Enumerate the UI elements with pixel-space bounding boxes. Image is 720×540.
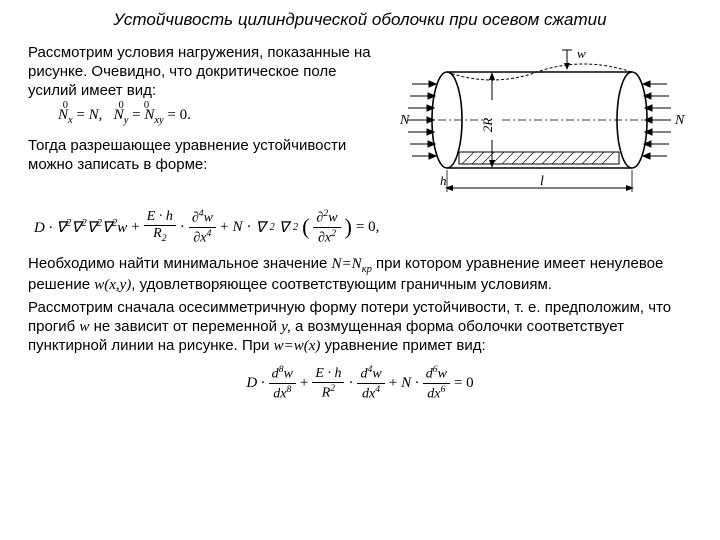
equation-1: Nx0 = N, Ny0 = Nxy0 = 0. xyxy=(58,106,378,127)
para-4: Рассмотрим сначала осесимметричную форму… xyxy=(28,299,692,355)
shell-diagram: 2R w l h xyxy=(392,40,692,200)
svg-text:l: l xyxy=(540,174,544,189)
svg-text:w: w xyxy=(577,46,586,61)
svg-text:2R: 2R xyxy=(480,118,495,133)
intro-para-2: Тогда разрешающее уравнение устойчивости… xyxy=(28,137,378,175)
page-title: Устойчивость цилиндрической оболочки при… xyxy=(28,10,692,30)
intro-para-1: Рассмотрим условия нагружения, показанны… xyxy=(28,44,378,100)
equation-3: D · d8wdx8 + E · hR2 · d4wdx4 + N · d6wd… xyxy=(246,365,473,401)
para-3: Необходимо найти минимальное значение N=… xyxy=(28,255,692,295)
equation-2: D · ∇2∇2∇2∇2w + E · hR2 · ∂4w∂x4 + N · ∇… xyxy=(34,209,692,245)
svg-text:N: N xyxy=(674,113,685,128)
svg-text:h: h xyxy=(440,173,447,188)
svg-text:N: N xyxy=(399,113,410,128)
